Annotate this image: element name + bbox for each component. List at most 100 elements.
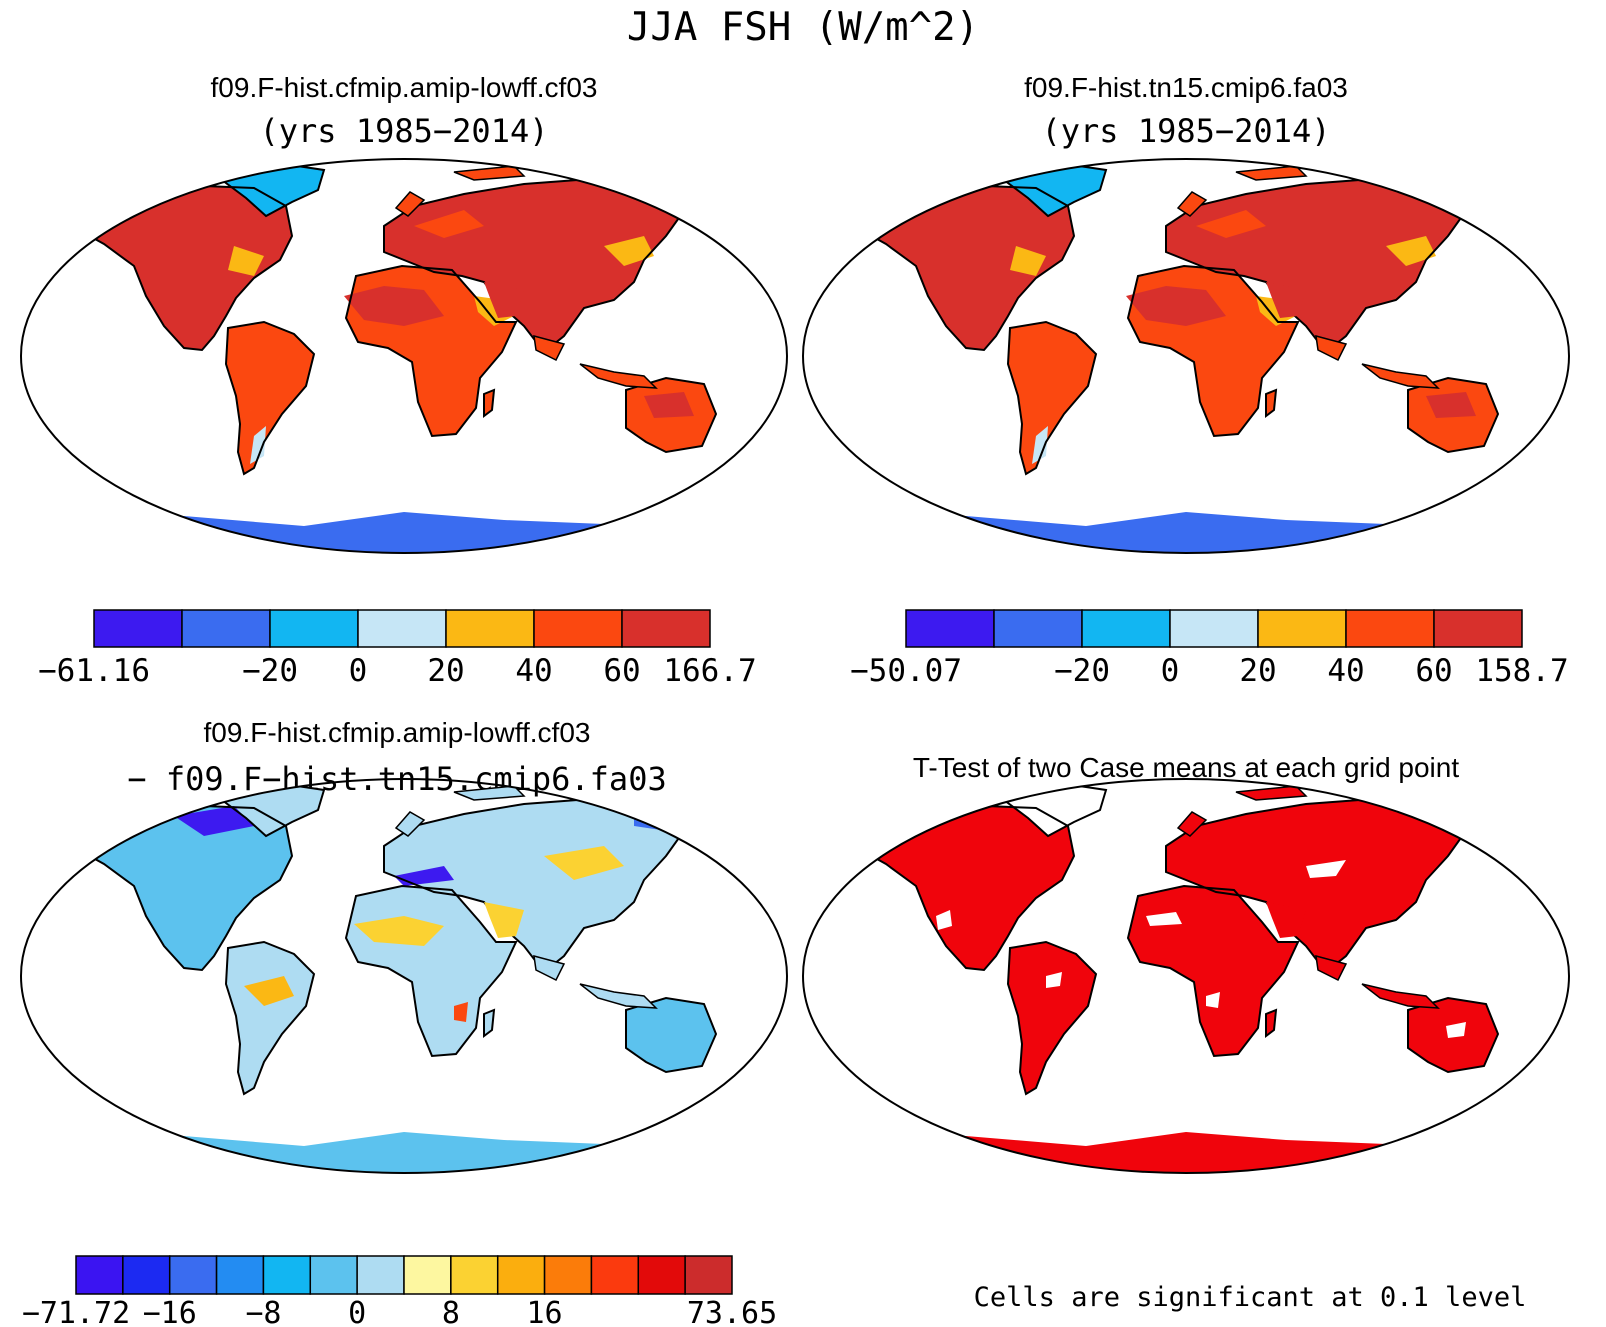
colorbar-box — [445, 609, 535, 648]
panel-title: T-Test of two Case means at each grid po… — [913, 752, 1459, 783]
colorbar-label: 0 — [349, 653, 368, 689]
colorbar-box — [181, 609, 271, 648]
field-patch — [244, 976, 294, 1006]
landmass-samerica — [226, 942, 314, 1094]
colorbar-box — [309, 1255, 358, 1295]
coastline — [625, 996, 718, 1074]
colorbar-box — [75, 1255, 124, 1295]
coastline — [383, 796, 688, 974]
landmass-australia — [626, 998, 716, 1072]
map-outline — [20, 158, 788, 554]
colorbar-label: 166.7 — [663, 653, 756, 689]
world-map — [24, 782, 784, 1173]
colorbar-label: 20 — [1239, 653, 1276, 689]
colorbar-box — [356, 1255, 405, 1295]
coastline — [483, 1008, 496, 1038]
colorbar-box — [215, 1255, 265, 1295]
colorbar-label: 20 — [427, 653, 464, 689]
landmass-eurasia — [1166, 798, 1468, 972]
colorbar-box — [450, 1255, 499, 1295]
coastline — [344, 264, 518, 438]
colorbar-box — [403, 1255, 452, 1295]
colorbar-box — [533, 609, 623, 648]
landmass-namerica — [868, 186, 1074, 350]
landmass-samerica — [1008, 942, 1096, 1094]
landmass-eurasia — [384, 798, 686, 972]
colorbar-box — [1257, 609, 1347, 648]
colorbar-box — [993, 609, 1083, 648]
coastline — [1265, 1008, 1278, 1038]
field-patch — [1010, 246, 1046, 276]
colorbar-label: −50.07 — [850, 653, 962, 689]
colorbar-label: 0 — [348, 1296, 366, 1327]
field-patch — [1146, 912, 1182, 926]
colorbar-box — [168, 1255, 218, 1295]
field-patch — [1046, 972, 1062, 988]
colorbar-box — [262, 1255, 312, 1295]
field-patch — [1032, 426, 1048, 464]
coastline — [1165, 796, 1470, 974]
map-field — [24, 782, 784, 1173]
colorbar-box — [1433, 609, 1523, 648]
map-outline — [802, 158, 1570, 554]
arabia-patch — [484, 282, 524, 318]
colorbar-box — [543, 1255, 593, 1295]
field-patch — [414, 210, 484, 238]
colorbar-label: −20 — [1054, 653, 1110, 689]
colorbar-box — [905, 609, 995, 648]
landmass-samerica — [226, 322, 314, 474]
colorbar: −71.72 −16 −8 0 8 16 73.65 — [22, 1255, 777, 1327]
colorbar-label: 60 — [1415, 653, 1452, 689]
colorbar-box — [1169, 609, 1259, 648]
field-patch — [1126, 286, 1226, 326]
landmass-antarctica — [24, 512, 784, 553]
colorbar: −50.07 −20 0 20 40 60 158.7 — [850, 609, 1569, 689]
islands — [394, 165, 658, 389]
world-map — [806, 782, 1566, 1173]
arabia-patch — [484, 902, 524, 938]
colorbar-box — [1345, 609, 1435, 648]
field-patch — [1386, 236, 1436, 266]
coastline — [344, 884, 518, 1058]
field-patch — [1306, 860, 1346, 878]
colorbar-box — [93, 609, 183, 648]
colorbar-label: 73.65 — [687, 1296, 777, 1327]
coastline — [483, 388, 496, 418]
panel-title: f09.F-hist.cfmip.amip-lowff.cf03 — [204, 717, 591, 748]
colorbar-label: 158.7 — [1475, 653, 1568, 689]
field-patch — [454, 1002, 468, 1022]
figure-title: JJA FSH (W/m^2) — [627, 5, 979, 50]
coastline — [224, 320, 316, 476]
islands — [1176, 165, 1440, 389]
panel-title: f09.F-hist.tn15.cmip6.fa03 — [1024, 72, 1348, 103]
field-patch — [250, 426, 266, 464]
landmass-antarctica — [24, 1132, 784, 1173]
coastline — [1006, 320, 1098, 476]
panel-case-one: f09.F-hist.cfmip.amip-lowff.cf03 (yrs 19… — [20, 72, 788, 689]
coastline — [1407, 996, 1500, 1074]
field-patch — [1446, 1022, 1466, 1038]
colorbar-label: −16 — [143, 1296, 197, 1327]
colorbar-label: 40 — [515, 653, 552, 689]
map-field — [24, 162, 784, 553]
colorbar-label: 8 — [442, 1296, 460, 1327]
field-patch — [1426, 392, 1476, 418]
islands — [1176, 785, 1440, 1009]
colorbar-label: −61.16 — [38, 653, 150, 689]
landmass-antarctica — [806, 512, 1566, 553]
colorbar-box — [590, 1255, 640, 1295]
colorbar-label: −8 — [245, 1296, 281, 1327]
colorbar-label: −20 — [242, 653, 298, 689]
map-outline — [20, 778, 788, 1174]
coastline — [1407, 376, 1500, 454]
panel-difference: f09.F-hist.cfmip.amip-lowff.cf03 − f09.F… — [20, 717, 788, 1327]
islands — [394, 785, 658, 1009]
colorbar-box — [357, 609, 447, 648]
colorbar-box — [684, 1255, 733, 1295]
colorbar-label: 60 — [603, 653, 640, 689]
colorbar-box — [122, 1255, 171, 1295]
panel-subtitle: (yrs 1985−2014) — [1042, 112, 1331, 150]
world-map — [806, 162, 1566, 553]
panel-title: f09.F-hist.cfmip.amip-lowff.cf03 — [211, 72, 598, 103]
field-patch — [174, 806, 254, 836]
